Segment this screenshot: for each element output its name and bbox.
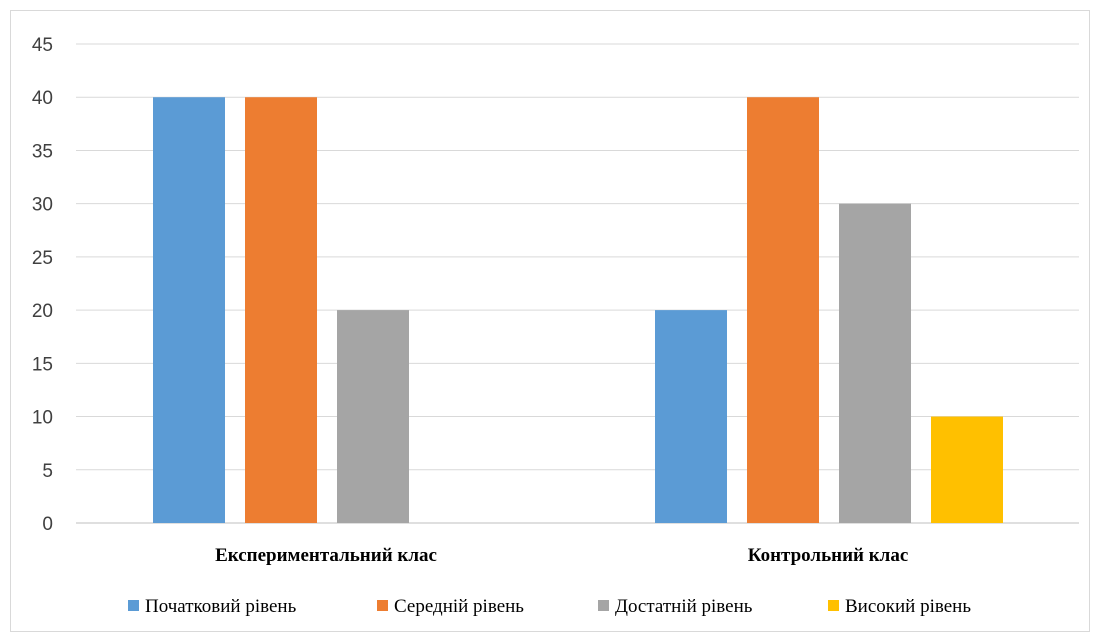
bar-1-2: [655, 310, 727, 523]
y-tick-label: 45: [32, 35, 53, 56]
x-axis-categories: Експериментальний клас Контрольний клас: [215, 545, 908, 566]
legend-swatch: [128, 600, 139, 611]
y-tick-label: 30: [32, 195, 53, 216]
y-tick-label: 20: [32, 301, 53, 322]
chart-area: 0 5 10 15 20 25 30 35 40 45 Експериментальний кла…: [10, 10, 1090, 632]
y-tick-label: 0: [42, 514, 53, 535]
y-axis-ticks: 0 5 10 15 20 25 30 35 40 45: [32, 35, 53, 535]
bar-4-2: [931, 416, 1003, 523]
y-tick-label: 10: [32, 408, 53, 429]
bar-1-1: [153, 97, 225, 523]
bars: [153, 97, 1003, 523]
y-tick-label: 15: [32, 354, 53, 375]
legend-label: Високий рівень: [845, 596, 971, 617]
legend-label: Початковий рівень: [145, 596, 297, 617]
legend-label: Середній рівень: [394, 596, 524, 617]
category-label: Контрольний клас: [748, 545, 909, 566]
legend-swatch: [598, 600, 609, 611]
bar-chart: 0 5 10 15 20 25 30 35 40 45 Експериментальний кла…: [32, 35, 1079, 617]
bar-2-2: [747, 97, 819, 523]
legend-swatch: [377, 600, 388, 611]
y-tick-label: 5: [42, 461, 53, 482]
legend: Початковий рівень Середній рівень Достатні…: [128, 596, 971, 617]
bar-3-2: [839, 203, 911, 523]
category-label: Експериментальний клас: [215, 545, 437, 566]
legend-label: Достатній рівень: [615, 596, 753, 617]
y-tick-label: 35: [32, 141, 53, 162]
bar-2-1: [245, 97, 317, 523]
gridlines: [76, 43, 1079, 524]
bar-3-1: [337, 310, 409, 523]
y-tick-label: 40: [32, 88, 53, 109]
y-tick-label: 25: [32, 248, 53, 269]
legend-swatch: [828, 600, 839, 611]
